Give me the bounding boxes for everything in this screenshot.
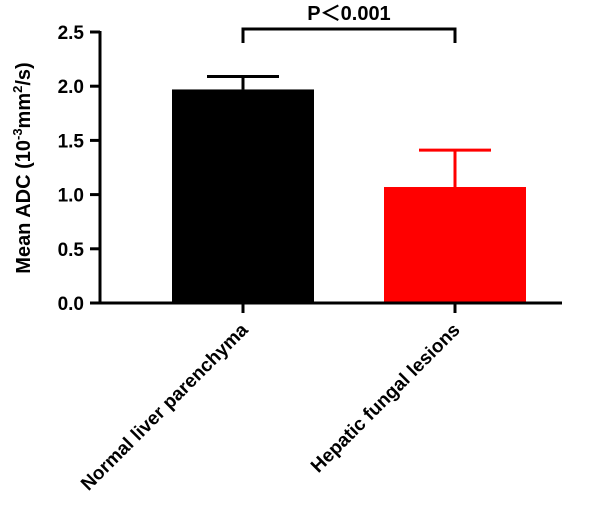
y-tick-label-3: 1.5 — [58, 131, 85, 152]
y-axis-title-suffix: /s) — [13, 62, 35, 85]
significance-label: P＜0.001 — [307, 3, 390, 25]
bar-0 — [172, 89, 314, 304]
y-axis-title-prefix: Mean ADC (10 — [13, 140, 35, 274]
bar-1 — [384, 187, 526, 303]
y-tick-label-5: 2.5 — [58, 23, 85, 44]
y-axis-title-mid: mm — [13, 93, 35, 129]
y-tick-label-0: 0.0 — [58, 294, 84, 315]
y-tick-label-4: 2.0 — [58, 77, 84, 98]
category-label-1: Hepatic fungal lesions — [307, 320, 464, 477]
y-axis-title: Mean ADC (10-3mm2/s) — [10, 62, 35, 273]
y-tick-label-2: 1.0 — [58, 186, 84, 207]
y-axis-title-exp1: -3 — [10, 128, 25, 140]
category-label-0: Normal liver parenchyma — [77, 319, 253, 495]
y-axis-title-group: Mean ADC (10-3mm2/s) — [10, 62, 35, 273]
y-axis-title-exp2: 2 — [10, 86, 25, 93]
plot-area: 0.0 0.5 1.0 1.5 2.0 2.5 Normal liver parenchym… — [58, 3, 562, 495]
significance-bracket — [241, 27, 457, 43]
y-tick-label-1: 0.5 — [58, 240, 85, 261]
